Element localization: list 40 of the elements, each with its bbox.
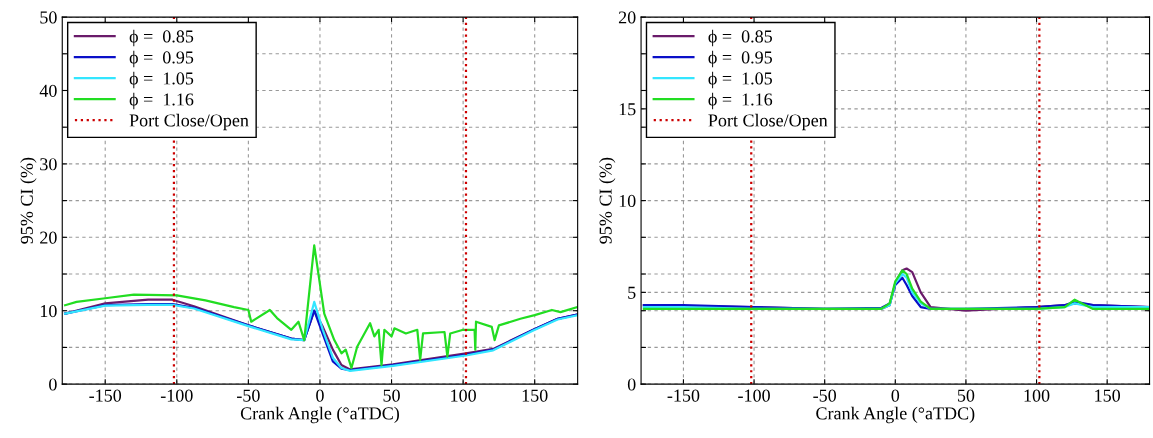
x-tick-label: -50 (237, 389, 260, 402)
y-tick-label: 0 (49, 378, 57, 391)
legend-label: ϕ = 0.85 (708, 29, 772, 47)
x-axis-title: Crank Angle (°aTDC) (240, 406, 399, 424)
y-tick-label: 15 (619, 103, 636, 116)
y-tick-label: 10 (40, 304, 57, 318)
x-tick-label: 100 (451, 389, 476, 402)
x-tick-label: -50 (813, 389, 837, 402)
legend-label: ϕ = 0.95 (129, 50, 194, 68)
x-tick-label: 50 (383, 389, 400, 402)
x-tick-label: 100 (1024, 389, 1050, 402)
x-tick-label: -150 (667, 389, 700, 402)
y-tick-label: 20 (618, 11, 636, 24)
y-tick-label: 0 (627, 378, 636, 391)
x-tick-label: 0 (891, 389, 900, 402)
legend-label: ϕ = 1.16 (708, 92, 773, 110)
legend-label: ϕ = 1.05 (129, 71, 194, 89)
x-tick-label: -100 (160, 389, 193, 402)
y-tick-label: 50 (40, 11, 57, 24)
x-axis-title: Crank Angle (°aTDC) (816, 406, 975, 424)
y-tick-label: 5 (628, 286, 636, 299)
y-tick-label: 10 (619, 194, 636, 208)
line-series (64, 244, 578, 370)
legend-label: ϕ = 0.85 (129, 29, 194, 47)
legend-label: ϕ = 0.95 (708, 50, 772, 68)
legend-label: ϕ = 1.16 (129, 92, 194, 110)
y-tick-label: 20 (40, 231, 57, 244)
y-tick-label: 30 (40, 158, 57, 171)
y-axis-title: 95% CI (%) (20, 157, 37, 244)
x-tick-label: 0 (316, 389, 324, 402)
y-axis-title: 95% CI (%) (599, 157, 616, 244)
y-tick-label: 40 (39, 84, 57, 97)
x-tick-label: 150 (522, 389, 548, 402)
x-tick-label: 50 (957, 389, 975, 402)
ref-line-label: Port Close/Open (708, 113, 828, 131)
x-tick-label: -150 (89, 389, 122, 402)
x-tick-label: -100 (738, 389, 770, 402)
legend-label: ϕ = 1.05 (708, 71, 772, 89)
x-tick-label: 150 (1095, 389, 1121, 402)
ref-line-label: Port Close/Open (129, 113, 249, 131)
